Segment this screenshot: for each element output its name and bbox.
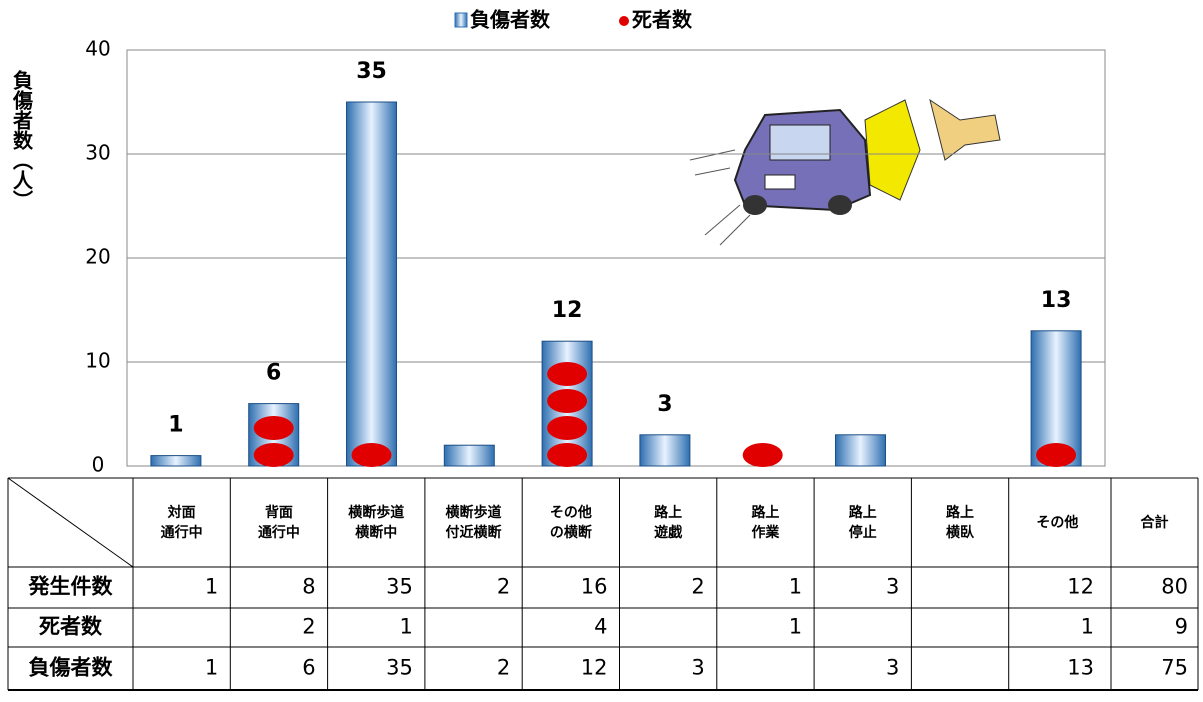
death-dot (547, 362, 588, 386)
corner-diagonal (7, 477, 134, 568)
table-cell: 13 (1067, 656, 1094, 680)
legend-label: 負傷者数 (470, 8, 551, 32)
y-tick-label: 40 (85, 37, 110, 61)
value-label: 35 (356, 59, 387, 84)
table-cell: 8 (302, 575, 315, 599)
death-dot (547, 443, 588, 467)
row-label: 発生件数 (28, 575, 114, 599)
y-tick-label: 30 (85, 141, 110, 165)
table-cell: 6 (302, 656, 315, 680)
table-cell: 35 (386, 575, 413, 599)
column-header-text: 対面 通行中 (160, 504, 203, 541)
column-header-text: 背面 通行中 (257, 504, 300, 541)
table-cell: 3 (886, 575, 899, 599)
column-header: 横断歩道 付近横断 (445, 504, 502, 541)
value-label: 13 (1041, 288, 1072, 313)
column-header: 合計 (1140, 514, 1169, 531)
y-axis-label: 負傷者数（人） (10, 69, 34, 210)
death-dot (253, 416, 294, 440)
death-dot (742, 443, 783, 467)
column-header-text: 横断歩道 付近横断 (445, 504, 502, 541)
death-dot (547, 389, 588, 413)
column-header: 背面 通行中 (257, 504, 300, 541)
table-cell: 2 (302, 615, 315, 639)
column-header: その他 の横断 (549, 504, 592, 541)
death-dot (547, 416, 588, 440)
legend: 負傷者数 死者数 (454, 8, 693, 32)
death-dots (351, 443, 392, 467)
bar (835, 434, 886, 467)
column-header-text: その他 (1036, 514, 1079, 531)
bar (150, 455, 202, 467)
y-tick-label: 0 (92, 453, 105, 477)
table-cell: 1 (789, 615, 802, 639)
value-label: 3 (657, 392, 672, 417)
bar (346, 101, 397, 467)
y-tick-label: 10 (85, 349, 110, 373)
death-dot (1036, 443, 1077, 467)
table-cell: 35 (386, 656, 413, 680)
death-dots (547, 362, 588, 467)
value-label: 6 (266, 361, 281, 386)
death-dots (742, 443, 783, 467)
column-header: 路上 停止 (848, 504, 877, 541)
column-header-text: 路上 停止 (848, 504, 877, 541)
death-dot (351, 443, 392, 467)
death-dots (253, 416, 294, 467)
table-cell: 2 (497, 575, 510, 599)
table-cell: 1 (400, 615, 413, 639)
table-cell: 16 (581, 575, 608, 599)
column-header: 路上 遊戯 (654, 504, 683, 541)
table-cell: 1 (789, 575, 802, 599)
table-cell: 1 (205, 656, 218, 680)
table-cell: 12 (1067, 575, 1094, 599)
illustration (689, 98, 1001, 246)
table-total: 80 (1161, 575, 1188, 599)
y-tick-label: 20 (85, 245, 110, 269)
legend-swatch (454, 12, 468, 28)
column-header-text: 横断歩道 横断中 (348, 504, 405, 541)
table-cell: 1 (205, 575, 218, 599)
legend-swatch (619, 16, 629, 26)
column-header: 路上 横臥 (946, 504, 975, 541)
row-label: 死者数 (39, 615, 103, 639)
column-header: その他 (1036, 514, 1079, 531)
bar (639, 434, 691, 467)
table-cell: 3 (691, 656, 704, 680)
column-header: 対面 通行中 (160, 504, 203, 541)
column-header-text: 路上 横臥 (946, 504, 975, 541)
death-dot (253, 443, 294, 467)
row-label: 負傷者数 (29, 656, 114, 680)
table-cell: 2 (497, 656, 510, 680)
value-label: 1 (168, 413, 183, 438)
table-cell: 2 (691, 575, 704, 599)
table-total: 9 (1175, 615, 1188, 639)
column-header-text: その他 の横断 (549, 504, 592, 541)
legend-label: 死者数 (632, 8, 693, 32)
column-header: 横断歩道 横断中 (348, 504, 405, 541)
value-label: 12 (552, 298, 583, 323)
table-cell: 1 (1081, 615, 1094, 639)
column-header: 路上 作業 (751, 504, 780, 541)
table-total: 75 (1161, 656, 1188, 680)
bar (443, 444, 495, 467)
table-cell: 3 (886, 656, 899, 680)
table-cell: 4 (594, 615, 607, 639)
column-header-text: 合計 (1140, 514, 1169, 531)
column-header-text: 路上 作業 (751, 504, 780, 541)
column-header-text: 路上 遊戯 (654, 504, 683, 541)
table-cell: 12 (581, 656, 608, 680)
death-dots (1036, 443, 1077, 467)
